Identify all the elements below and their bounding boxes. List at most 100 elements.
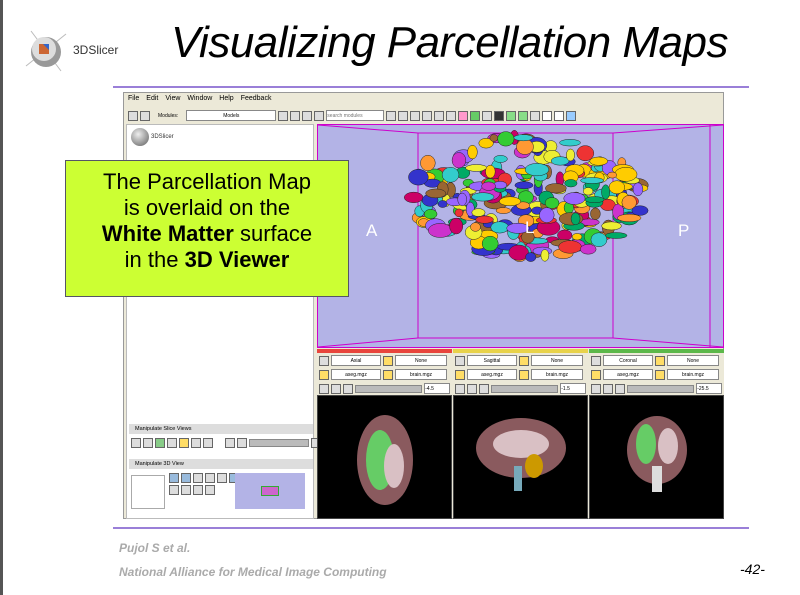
label-icon[interactable] (455, 369, 465, 380)
orientation-select[interactable]: Sagittal (467, 355, 517, 366)
visibility-icon[interactable] (602, 383, 613, 394)
layout-button[interactable] (470, 110, 481, 121)
foreground-select[interactable]: None (667, 355, 719, 366)
slice-menu-icon[interactable] (319, 355, 329, 366)
save-button[interactable] (140, 110, 150, 121)
tool-button[interactable] (203, 438, 213, 448)
tool-button[interactable] (143, 438, 153, 448)
label-icon[interactable] (319, 369, 329, 380)
layout-button[interactable] (482, 110, 493, 121)
foreground-icon[interactable] (519, 355, 529, 366)
slice-view-coronal[interactable] (589, 395, 724, 519)
refresh-button[interactable] (314, 110, 325, 121)
prev-module-button[interactable] (278, 110, 289, 121)
background-select[interactable]: brain.mgz (531, 369, 583, 380)
link-icon[interactable] (319, 383, 329, 394)
filter-icon[interactable] (614, 383, 625, 394)
visibility-icon[interactable] (466, 383, 477, 394)
tool-button[interactable] (169, 473, 179, 483)
tool-button[interactable] (225, 438, 235, 448)
layout-button[interactable] (446, 110, 457, 121)
3d-thumbnail[interactable] (235, 473, 305, 509)
slice-offset-value[interactable]: -1.5 (560, 383, 587, 394)
3d-viewer[interactable]: A L P (317, 124, 724, 348)
menu-window[interactable]: Window (187, 95, 213, 102)
filter-icon[interactable] (478, 383, 489, 394)
tool-button[interactable] (205, 485, 215, 495)
menu-edit[interactable]: Edit (146, 95, 159, 102)
layout-button[interactable] (410, 110, 421, 121)
menu-help[interactable]: Help (219, 95, 234, 102)
orientation-select[interactable]: Axial (331, 355, 381, 366)
load-data-button[interactable] (128, 110, 138, 121)
tool-button[interactable] (191, 438, 201, 448)
orientation-select[interactable]: Coronal (603, 355, 653, 366)
layout-button[interactable] (398, 110, 409, 121)
label-icon[interactable] (591, 369, 601, 380)
module-select[interactable]: Models (186, 110, 277, 121)
tool-button[interactable] (193, 473, 203, 483)
tool-button[interactable] (131, 438, 141, 448)
screenshot-button[interactable] (530, 110, 541, 121)
menu-view[interactable]: View (165, 95, 181, 102)
fiducial-icon[interactable] (542, 110, 553, 121)
foreground-icon[interactable] (383, 355, 393, 366)
zoom-in-icon[interactable] (205, 473, 215, 483)
tool-button[interactable] (155, 438, 165, 448)
foreground-icon[interactable] (655, 355, 665, 366)
slice-menu-icon[interactable] (455, 355, 465, 366)
parcel-region (558, 240, 582, 254)
orientation-compass[interactable] (131, 475, 165, 509)
tool-button[interactable] (217, 473, 227, 483)
history-button[interactable] (302, 110, 313, 121)
parcel-region (563, 192, 586, 205)
layout-button[interactable] (494, 110, 505, 121)
foreground-select[interactable]: None (531, 355, 583, 366)
label-select[interactable]: aseg.mgz (331, 369, 381, 380)
manipulate-3d-view-header[interactable]: Manipulate 3D View (129, 459, 313, 469)
tool-button[interactable] (169, 485, 179, 495)
filter-icon[interactable] (342, 383, 353, 394)
foreground-select[interactable]: None (395, 355, 447, 366)
layout-button[interactable] (422, 110, 433, 121)
background-select[interactable]: brain.mgz (667, 369, 719, 380)
label-select[interactable]: aseg.mgz (467, 369, 517, 380)
zoom-out-icon[interactable] (193, 485, 203, 495)
background-select[interactable]: brain.mgz (395, 369, 447, 380)
layout-button[interactable] (458, 110, 469, 121)
undo-icon[interactable] (506, 110, 517, 121)
background-icon[interactable] (655, 369, 665, 380)
search-icon[interactable] (386, 110, 397, 121)
label-select[interactable]: aseg.mgz (603, 369, 653, 380)
tool-button[interactable] (237, 438, 247, 448)
slice-offset-slider[interactable] (626, 384, 695, 393)
manipulate-slice-views-header[interactable]: Manipulate Slice Views (129, 424, 313, 434)
slice-offset-slider[interactable] (490, 384, 559, 393)
menu-file[interactable]: File (128, 95, 140, 102)
slice-menu-icon[interactable] (591, 355, 601, 366)
tool-button[interactable] (181, 473, 191, 483)
slice-view-sagittal[interactable] (453, 395, 588, 519)
slice-offset-value[interactable]: -4.5 (424, 383, 451, 394)
parcel-region (516, 138, 534, 155)
transform-icon[interactable] (566, 110, 577, 121)
slice-offset-value[interactable]: -25.5 (696, 383, 723, 394)
background-icon[interactable] (519, 369, 529, 380)
slice-view-axial[interactable] (317, 395, 452, 519)
menu-feedback[interactable]: Feedback (240, 95, 272, 102)
next-module-button[interactable] (290, 110, 301, 121)
fiducial-icon[interactable] (554, 110, 565, 121)
slice-offset-slider[interactable] (354, 384, 423, 393)
tool-button[interactable] (167, 438, 177, 448)
link-icon[interactable] (591, 383, 601, 394)
redo-icon[interactable] (518, 110, 529, 121)
callout-box: The Parcellation Map is overlaid on the … (65, 160, 349, 297)
layout-button[interactable] (434, 110, 445, 121)
opacity-slider[interactable] (249, 439, 309, 447)
tool-button[interactable] (179, 438, 189, 448)
visibility-icon[interactable] (330, 383, 341, 394)
search-modules-input[interactable] (326, 110, 385, 121)
background-icon[interactable] (383, 369, 393, 380)
link-icon[interactable] (455, 383, 465, 394)
tool-button[interactable] (181, 485, 191, 495)
